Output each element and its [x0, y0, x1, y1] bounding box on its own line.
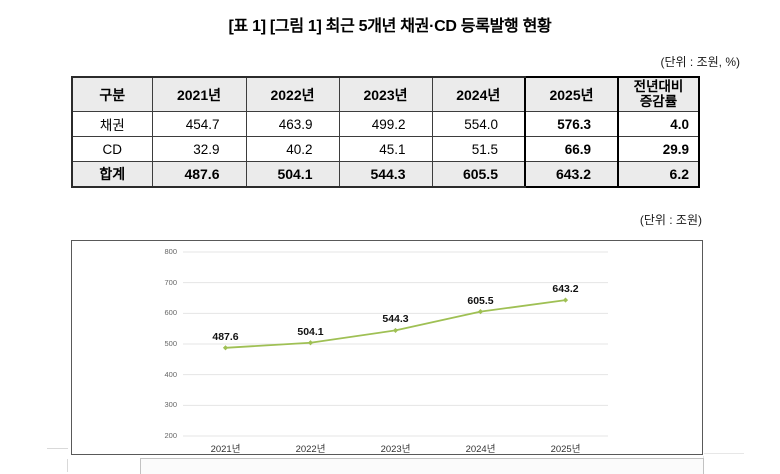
row-label: CD	[71, 136, 153, 162]
table-row-bonds: 채권 454.7 463.9 499.2 554.0 576.3 4.0	[71, 111, 700, 137]
table-cell: 487.6	[151, 161, 247, 188]
table-cell: 554.0	[431, 111, 526, 137]
y-axis-tick-label: 700	[164, 277, 177, 287]
table-cell: 29.9	[617, 136, 700, 162]
header-2023: 2023년	[338, 76, 433, 112]
table-cell: 544.3	[338, 161, 433, 188]
table-cell: 454.7	[151, 111, 247, 137]
line-chart-frame: 200 300 400 500 600 700 800 487.6 504.1 544.3 605.…	[71, 240, 703, 455]
table-cell: 643.2	[524, 161, 619, 188]
data-point-marker	[392, 327, 399, 334]
page-title: [표 1] [그림 1] 최근 5개년 채권·CD 등록발행 현황	[228, 18, 552, 35]
y-axis-tick-label: 500	[164, 339, 177, 348]
data-point-label: 643.2	[552, 283, 579, 296]
table-row-total: 합계 487.6 504.1 544.3 605.5 643.2 6.2	[71, 161, 700, 188]
table-row-cd: CD 32.9 40.2 45.1 51.5 66.9 29.9	[71, 136, 700, 162]
cell-gridline-artifact	[47, 448, 68, 449]
issuance-table: 구분 2021년 2022년 2023년 2024년 2025년 전년대비 증감…	[71, 76, 700, 188]
table-cell: 504.1	[245, 161, 340, 188]
row-label: 합계	[71, 161, 153, 188]
table-header-row: 구분 2021년 2022년 2023년 2024년 2025년 전년대비 증감…	[71, 76, 700, 112]
data-point-label: 544.3	[382, 313, 409, 326]
data-point-marker	[477, 309, 484, 315]
data-point-marker	[562, 297, 569, 303]
table-cell: 463.9	[245, 111, 340, 137]
table-cell: 576.3	[524, 111, 619, 137]
y-axis-tick-label: 300	[164, 400, 177, 410]
data-point-marker	[222, 345, 229, 351]
table-cell: 51.5	[431, 136, 526, 162]
table-cell: 45.1	[338, 136, 433, 162]
unit-label-table: (단위 : 조원, %)	[660, 55, 741, 69]
unit-label-chart: (단위 : 조원)	[639, 213, 702, 227]
table-cell: 6.2	[617, 161, 700, 188]
x-axis-tick-label: 2025년	[550, 444, 581, 455]
x-axis-tick-label: 2022년	[295, 444, 326, 455]
header-2021: 2021년	[151, 76, 247, 112]
data-point-label: 487.6	[212, 330, 239, 343]
header-2025: 2025년	[524, 76, 619, 112]
next-figure-box	[140, 458, 704, 474]
y-axis-tick-label: 200	[164, 431, 177, 440]
data-point-label: 504.1	[297, 325, 324, 338]
table-cell: 4.0	[617, 111, 700, 137]
y-axis-tick-label: 600	[164, 308, 177, 318]
table-cell: 605.5	[431, 161, 526, 188]
x-axis-tick-label: 2023년	[380, 444, 411, 455]
header-2024: 2024년	[431, 76, 526, 112]
y-axis-tick-label: 400	[164, 369, 177, 379]
y-axis-tick-label: 800	[164, 247, 177, 256]
table-cell: 66.9	[524, 136, 619, 162]
x-axis-tick-label: 2021년	[210, 444, 241, 455]
header-category: 구분	[71, 76, 153, 112]
row-label: 채권	[71, 111, 153, 137]
data-point-label: 605.5	[467, 294, 494, 307]
header-2022: 2022년	[245, 76, 340, 112]
table-cell: 32.9	[151, 136, 247, 162]
cell-gridline-artifact	[67, 459, 68, 472]
line-chart-canvas	[183, 251, 608, 437]
x-axis-tick-label: 2024년	[465, 444, 496, 455]
data-point-marker	[307, 340, 314, 346]
header-yoy-change: 전년대비 증감률	[617, 76, 700, 112]
table-cell: 499.2	[338, 111, 433, 137]
cell-gridline-artifact	[704, 453, 744, 454]
table-cell: 40.2	[245, 136, 340, 162]
